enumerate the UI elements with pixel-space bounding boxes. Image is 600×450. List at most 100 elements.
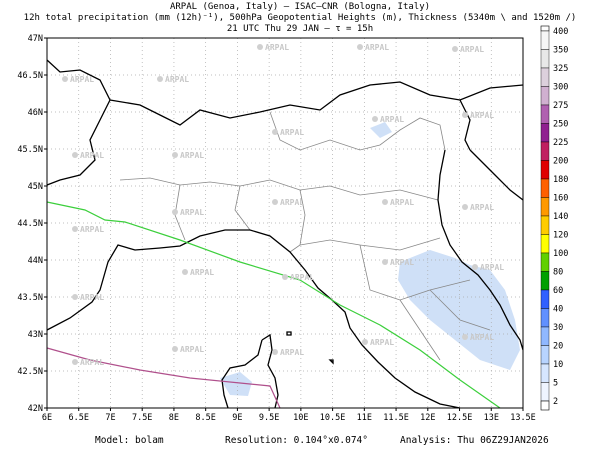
watermark: ARPAL [370, 338, 394, 347]
colorbar-segment [540, 215, 550, 235]
watermarks: ARPAL ARPAL ARPAL ARPAL ARPAL ARPAL ARPAL ARPAL… [62, 43, 504, 367]
colorbar-cap [540, 400, 550, 411]
watermark-icon [172, 152, 178, 158]
lat-label: 46N [28, 108, 43, 118]
colorbar-segment [540, 197, 550, 217]
watermark: ARPAL [280, 198, 304, 207]
precip-area [398, 250, 520, 370]
colorbar-cap [540, 25, 550, 32]
colorbar-label: 250 [553, 120, 568, 130]
colorbar-segment [540, 382, 550, 402]
watermark-icon [72, 226, 78, 232]
colorbar-segment [540, 234, 550, 254]
watermark: ARPAL [80, 293, 104, 302]
colorbar-label: 160 [553, 194, 568, 204]
watermark-icon [172, 209, 178, 215]
colorbar-segment [540, 252, 550, 272]
colorbar-label: 60 [553, 286, 563, 296]
header-line: 21 UTC Thu 29 JAN – τ = 15h [227, 24, 373, 34]
colorbar-segment [540, 345, 550, 365]
watermark-icon [62, 76, 68, 82]
border [269, 111, 446, 151]
watermark-icon [72, 359, 78, 365]
grid [47, 38, 523, 408]
map-area: ARPAL ARPAL ARPAL ARPAL ARPAL ARPAL ARPAL ARPAL… [46, 37, 524, 409]
watermark: ARPAL [180, 345, 204, 354]
lat-label: 43.5N [17, 293, 43, 303]
colorbar-label: 10 [553, 360, 563, 370]
island [286, 331, 334, 365]
watermark: ARPAL [470, 111, 494, 120]
coastline [221, 333, 279, 409]
watermark: ARPAL [365, 43, 389, 52]
lat-label: 44.5N [17, 219, 43, 229]
watermark: ARPAL [280, 348, 304, 357]
watermark: ARPAL [265, 43, 289, 52]
lon-label: 12.5E [447, 413, 473, 423]
colorbar-label: 350 [553, 46, 568, 56]
lon-label: 10E [293, 413, 308, 423]
colorbar-segment [540, 326, 550, 346]
colorbar-segment [540, 271, 550, 291]
lon-label: 7.5E [132, 413, 152, 423]
colorbar-segment [540, 308, 550, 328]
colorbar-segment [540, 160, 550, 180]
watermark-icon [72, 294, 78, 300]
colorbar-label: 325 [553, 64, 568, 74]
watermark: ARPAL [470, 333, 494, 342]
colorbar-segment [540, 178, 550, 198]
watermark-icon [182, 269, 188, 275]
lat-label: 46.5N [17, 71, 43, 81]
watermark: ARPAL [470, 203, 494, 212]
colorbar-segment [540, 363, 550, 383]
colorbar-label: 225 [553, 138, 568, 148]
watermark-icon [157, 76, 163, 82]
lat-label: 45N [28, 182, 43, 192]
lat-label: 44N [28, 256, 43, 266]
colorbar-label: 400 [553, 27, 568, 37]
lat-label: 43N [28, 330, 43, 340]
colorbar-segment [540, 86, 550, 106]
watermark: ARPAL [80, 225, 104, 234]
watermark-icon [382, 259, 388, 265]
watermark-icon [282, 274, 288, 280]
watermark-icon [272, 199, 278, 205]
lat-label: 42.5N [17, 367, 43, 377]
watermark: ARPAL [380, 115, 404, 124]
watermark: ARPAL [180, 151, 204, 160]
lon-label: 8.5E [195, 413, 215, 423]
watermark-icon [472, 264, 478, 270]
lon-label: 7E [105, 413, 115, 423]
watermark-icon [72, 152, 78, 158]
precip-area [220, 372, 252, 396]
colorbar-label: 20 [553, 342, 563, 352]
watermark-icon [257, 44, 263, 50]
colorbar-segment [540, 289, 550, 309]
lon-label: 8E [169, 413, 179, 423]
footer-resolution: Resolution: 0.104°x0.074° [225, 435, 368, 446]
colorbar-label: 180 [553, 175, 568, 185]
precip-areas [220, 122, 520, 396]
lon-label: 13E [484, 413, 499, 423]
coastline [46, 229, 461, 409]
thickness-1520 [46, 347, 281, 409]
border [109, 81, 524, 126]
colorbar-label: 275 [553, 101, 568, 111]
colorbar-label: 100 [553, 249, 568, 259]
colorbar-label: 300 [553, 83, 568, 93]
colorbar-label: 40 [553, 305, 563, 315]
lon-label: 6.5E [68, 413, 88, 423]
coastline [437, 149, 524, 351]
colorbar-label: 80 [553, 268, 563, 278]
thickness-5340 [46, 201, 501, 409]
colorbar-segment [540, 67, 550, 87]
lon-label: 9E [232, 413, 242, 423]
lon-label: 9.5E [259, 413, 279, 423]
colorbar-segment [540, 30, 550, 50]
border [399, 289, 491, 361]
watermark-icon [357, 44, 363, 50]
watermark: ARPAL [190, 268, 214, 277]
watermark-icon [362, 339, 368, 345]
border [46, 59, 111, 186]
